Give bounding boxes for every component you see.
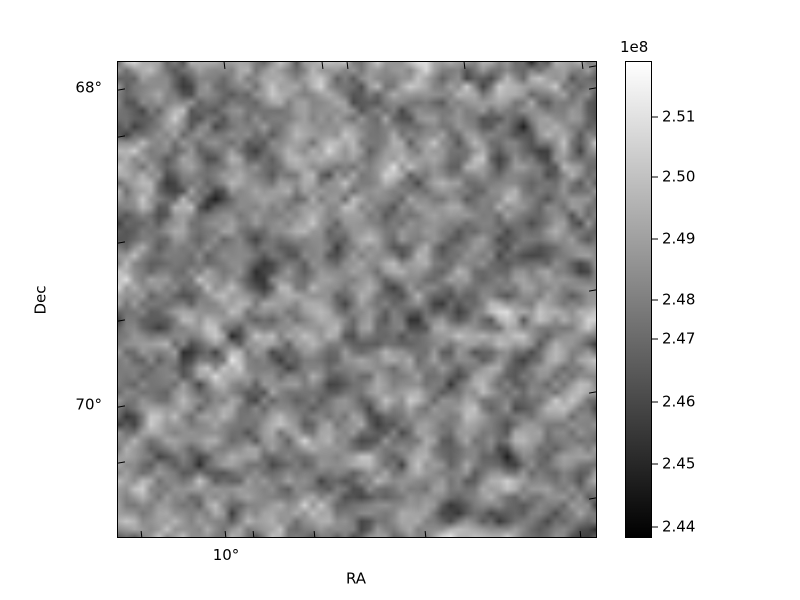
x-axis-label: RA xyxy=(345,569,367,588)
colorbar-ticklabel-2-47: 2.47 xyxy=(662,329,696,348)
colorbar-tick-1 xyxy=(652,176,658,178)
sky-map-axes[interactable] xyxy=(117,61,597,538)
x-ticklabel-10: 10° xyxy=(212,546,240,564)
colorbar-tick-4 xyxy=(652,338,658,340)
colorbar-ticklabel-2-49: 2.49 xyxy=(662,229,696,248)
colorbar-tick-7 xyxy=(652,526,658,528)
colorbar-tick-5 xyxy=(652,401,658,403)
heatmap-image xyxy=(118,62,596,537)
colorbar-ticklabel-2-50: 2.50 xyxy=(662,167,696,186)
colorbar-tick-0 xyxy=(652,116,658,118)
colorbar-gradient xyxy=(626,62,651,537)
colorbar-tick-2 xyxy=(652,238,658,240)
colorbar-tick-3 xyxy=(652,299,658,301)
y-ticklabel-70: 70° xyxy=(75,395,102,414)
colorbar-ticklabel-2-45: 2.45 xyxy=(662,454,696,473)
colorbar-offset-text: 1e8 xyxy=(620,38,649,56)
colorbar-ticklabel-2-51: 2.51 xyxy=(662,107,696,126)
y-axis-label: Dec xyxy=(31,285,50,315)
y-ticklabel-68: 68° xyxy=(75,78,102,97)
colorbar-tick-6 xyxy=(652,463,658,465)
colorbar-axes[interactable] xyxy=(625,61,652,538)
colorbar-ticklabel-2-44: 2.44 xyxy=(662,517,696,536)
colorbar-ticklabel-2-48: 2.48 xyxy=(662,290,696,309)
colorbar-ticklabel-2-46: 2.46 xyxy=(662,392,696,411)
